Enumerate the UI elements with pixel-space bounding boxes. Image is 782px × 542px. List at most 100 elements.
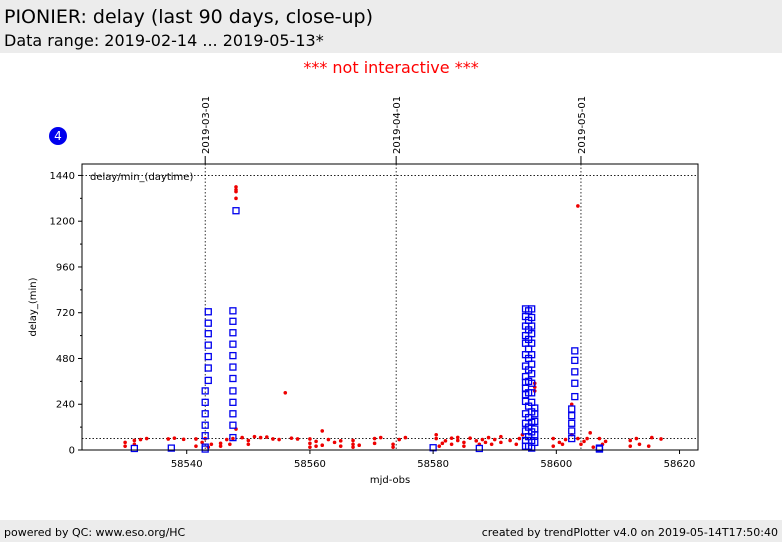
daytime-point — [351, 442, 355, 447]
nighttime-point — [571, 379, 579, 387]
daytime-point — [637, 442, 642, 447]
daytime-point — [397, 437, 402, 442]
nighttime-point — [571, 347, 579, 355]
daytime-point — [588, 431, 592, 435]
footer-credit: powered by QC: www.eso.org/HC — [4, 526, 186, 539]
date-marker-label: 2019-05-01 — [577, 96, 588, 154]
y-tick-label: 480 — [56, 354, 75, 365]
nighttime-point — [167, 444, 175, 452]
not-interactive-notice: *** not interactive *** — [303, 58, 479, 77]
daytime-point — [603, 439, 608, 444]
nighttime-point — [475, 444, 483, 453]
daytime-point — [378, 435, 383, 440]
nighttime-point — [204, 364, 212, 372]
daytime-point — [314, 444, 318, 448]
daytime-point — [576, 204, 580, 208]
daytime-point — [499, 434, 503, 439]
daytime-point — [492, 437, 497, 442]
daytime-point — [391, 442, 395, 447]
daytime-point — [351, 445, 355, 449]
nighttime-point — [204, 376, 212, 385]
nighttime-point — [568, 405, 576, 413]
x-tick-label: 58600 — [540, 459, 572, 470]
date-marker-label: 2019-03-01 — [201, 96, 212, 154]
plot-frame — [81, 163, 699, 451]
daytime-point — [326, 437, 331, 442]
daytime-point — [372, 441, 377, 446]
header-bar: PIONIER: delay (last 90 days, close-up) … — [0, 0, 782, 53]
nighttime-point — [130, 444, 139, 453]
daytime-point — [434, 432, 439, 437]
badge-number: 4 — [54, 129, 62, 143]
nighttime-point — [204, 308, 212, 316]
daytime-point — [560, 442, 565, 447]
nighttime-point — [528, 351, 536, 359]
reference-lines — [82, 164, 698, 450]
nighttime-point — [229, 329, 237, 337]
daytime-point — [218, 444, 223, 448]
daytime-point — [200, 440, 204, 445]
daytime-point — [320, 429, 325, 433]
daytime-point — [650, 435, 654, 440]
daytime-point — [434, 436, 439, 441]
nighttime-point — [528, 322, 536, 330]
daytime-point — [289, 436, 294, 440]
footer-created: created by trendPlotter v4.0 on 2019-05-… — [481, 526, 778, 539]
daytime-point — [474, 439, 479, 443]
nighttime-point — [568, 434, 576, 443]
daytime-point — [332, 440, 337, 445]
daytime-point — [585, 436, 589, 441]
nighttime-point — [229, 363, 237, 371]
daytime-point — [591, 445, 596, 449]
daytime-point — [579, 442, 583, 447]
daytime-point — [514, 442, 519, 447]
y-tick-label: 960 — [56, 262, 75, 273]
daytime-point — [209, 442, 214, 447]
daytime-point — [351, 438, 355, 443]
nighttime-point — [229, 317, 237, 325]
y-axis-label: delay_(min) — [28, 277, 39, 336]
daytime-point — [138, 437, 143, 442]
daytime-point — [443, 439, 448, 443]
y-tick-label: 240 — [56, 400, 75, 411]
nighttime-point — [201, 387, 209, 395]
daytime-point — [308, 441, 312, 446]
daytime-point — [314, 439, 318, 444]
nighttime-point — [571, 356, 579, 365]
daytime-point — [449, 436, 454, 440]
nighttime-point — [571, 392, 579, 401]
daytime-point — [628, 438, 633, 443]
daytime-point — [265, 435, 269, 439]
daytime-point — [295, 437, 300, 441]
nighttime-point — [568, 419, 576, 427]
axes: 2019-03-01 2019-04-01 2019-05-01 58540 58560… — [50, 96, 696, 470]
daytime-point — [357, 443, 362, 448]
daytime-point — [338, 444, 343, 448]
daytime-point — [576, 436, 580, 441]
daytime-point — [462, 444, 466, 448]
daytime-point — [234, 189, 238, 194]
daytime-point — [455, 438, 460, 443]
nighttime-point — [229, 410, 237, 418]
x-tick-label: 58620 — [664, 459, 696, 470]
daytime-point — [228, 442, 232, 447]
info-badge: 4 — [49, 127, 67, 145]
nighttime-point — [229, 340, 237, 348]
nighttime-point — [528, 379, 536, 387]
nighttime-point — [201, 410, 209, 418]
daytime-point — [403, 435, 408, 440]
nighttime-point — [568, 412, 576, 420]
daytime-point — [551, 436, 556, 441]
daytime-point — [462, 440, 466, 445]
y-tick-label: 720 — [56, 308, 75, 319]
daytime-point — [123, 440, 127, 445]
daytime-point — [437, 444, 442, 448]
daytime-point — [486, 435, 491, 440]
daytime-point — [218, 441, 223, 446]
nighttime-point — [528, 313, 536, 322]
nighttime-point — [531, 417, 539, 426]
nighttime-point — [204, 319, 212, 327]
daytime-point — [231, 436, 235, 441]
daytime-point — [563, 437, 568, 442]
daytime-point — [372, 436, 377, 441]
